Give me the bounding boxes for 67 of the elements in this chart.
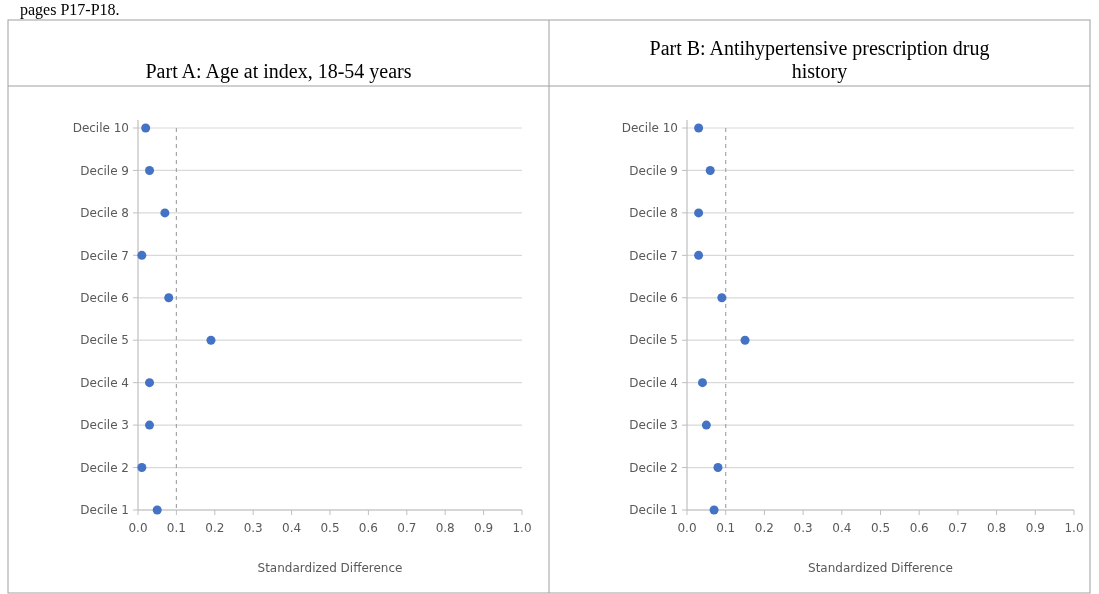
x-tick-label: 0.3 xyxy=(793,521,813,535)
x-tick-label: 0.9 xyxy=(1025,521,1045,535)
point xyxy=(694,208,704,218)
y-tick-label: Decile 6 xyxy=(80,290,129,305)
point xyxy=(697,378,707,388)
y-tick-label: Decile 8 xyxy=(629,206,678,221)
y-tick-label: Decile 7 xyxy=(80,248,129,263)
x-axis-title: Standardized Difference xyxy=(808,561,953,575)
y-tick-label: Decile 7 xyxy=(629,248,678,263)
x-tick-label: 0.1 xyxy=(716,521,736,535)
text: 1.0 xyxy=(512,521,532,535)
y-tick-label: Decile 9 xyxy=(629,163,678,178)
point xyxy=(137,250,147,260)
x-tick-label: 0.9 xyxy=(474,521,494,535)
point xyxy=(701,420,711,430)
y-tick-label: Decile 2 xyxy=(629,460,678,475)
point xyxy=(694,250,704,260)
y-tick-label: Decile 9 xyxy=(80,163,129,178)
x-tick-label: 0.3 xyxy=(243,521,263,535)
x-tick-label: 0.6 xyxy=(909,521,929,535)
point xyxy=(137,463,147,473)
text: 0.0 xyxy=(128,521,148,535)
point xyxy=(694,123,704,133)
x-tick-label: 0.6 xyxy=(358,521,378,535)
point xyxy=(206,335,216,345)
y-tick-label: Decile 3 xyxy=(80,418,129,433)
y-tick-label: Decile 4 xyxy=(80,375,129,390)
point xyxy=(145,378,155,388)
x-tick-label: 0.7 xyxy=(948,521,968,535)
x-tick-label: 0.1 xyxy=(166,521,186,535)
y-tick-label: Decile 6 xyxy=(629,290,678,305)
point xyxy=(141,123,151,133)
point xyxy=(740,335,750,345)
x-tick-label: 0.8 xyxy=(987,521,1007,535)
x-tick-label: 0.5 xyxy=(870,521,891,535)
point xyxy=(145,420,155,430)
x-axis-title: Standardized Difference xyxy=(257,561,403,575)
point xyxy=(705,165,715,175)
point xyxy=(709,505,719,515)
chart-title: Part B: Antihypertensive prescription drug history xyxy=(649,37,990,83)
x-tick-label: 0.5 xyxy=(320,521,340,535)
y-tick-label: Decile 5 xyxy=(629,333,678,348)
y-tick-label: Decile 3 xyxy=(629,418,678,433)
y-tick-label: Decile 2 xyxy=(80,460,129,475)
y-tick-label: Decile 5 xyxy=(80,333,129,348)
text: 0.0 xyxy=(677,521,697,535)
text: pages P17-P18. xyxy=(20,1,120,19)
x-tick-label: 0.7 xyxy=(397,521,417,535)
y-tick-label: Decile 1 xyxy=(629,503,678,518)
y-tick-label: Decile 4 xyxy=(629,375,678,390)
text: 1.0 xyxy=(1064,521,1084,535)
x-tick-label: 0.2 xyxy=(205,521,225,535)
point xyxy=(152,505,162,515)
y-tick-label: Decile 8 xyxy=(80,206,129,221)
point xyxy=(160,208,170,218)
point xyxy=(145,165,155,175)
y-tick-label: Decile 1 xyxy=(80,503,129,518)
x-tick-label: 0.2 xyxy=(754,521,774,535)
x-tick-label: 0.4 xyxy=(282,521,302,535)
point xyxy=(164,293,174,303)
point xyxy=(717,293,727,303)
x-tick-label: 0.4 xyxy=(832,521,852,535)
chart-title: Part A: Age at index, 18-54 years xyxy=(145,60,412,83)
y-tick-label: Decile 10 xyxy=(621,121,678,136)
point xyxy=(713,463,723,473)
x-tick-label: 0.8 xyxy=(435,521,455,535)
y-tick-label: Decile 10 xyxy=(72,121,129,136)
